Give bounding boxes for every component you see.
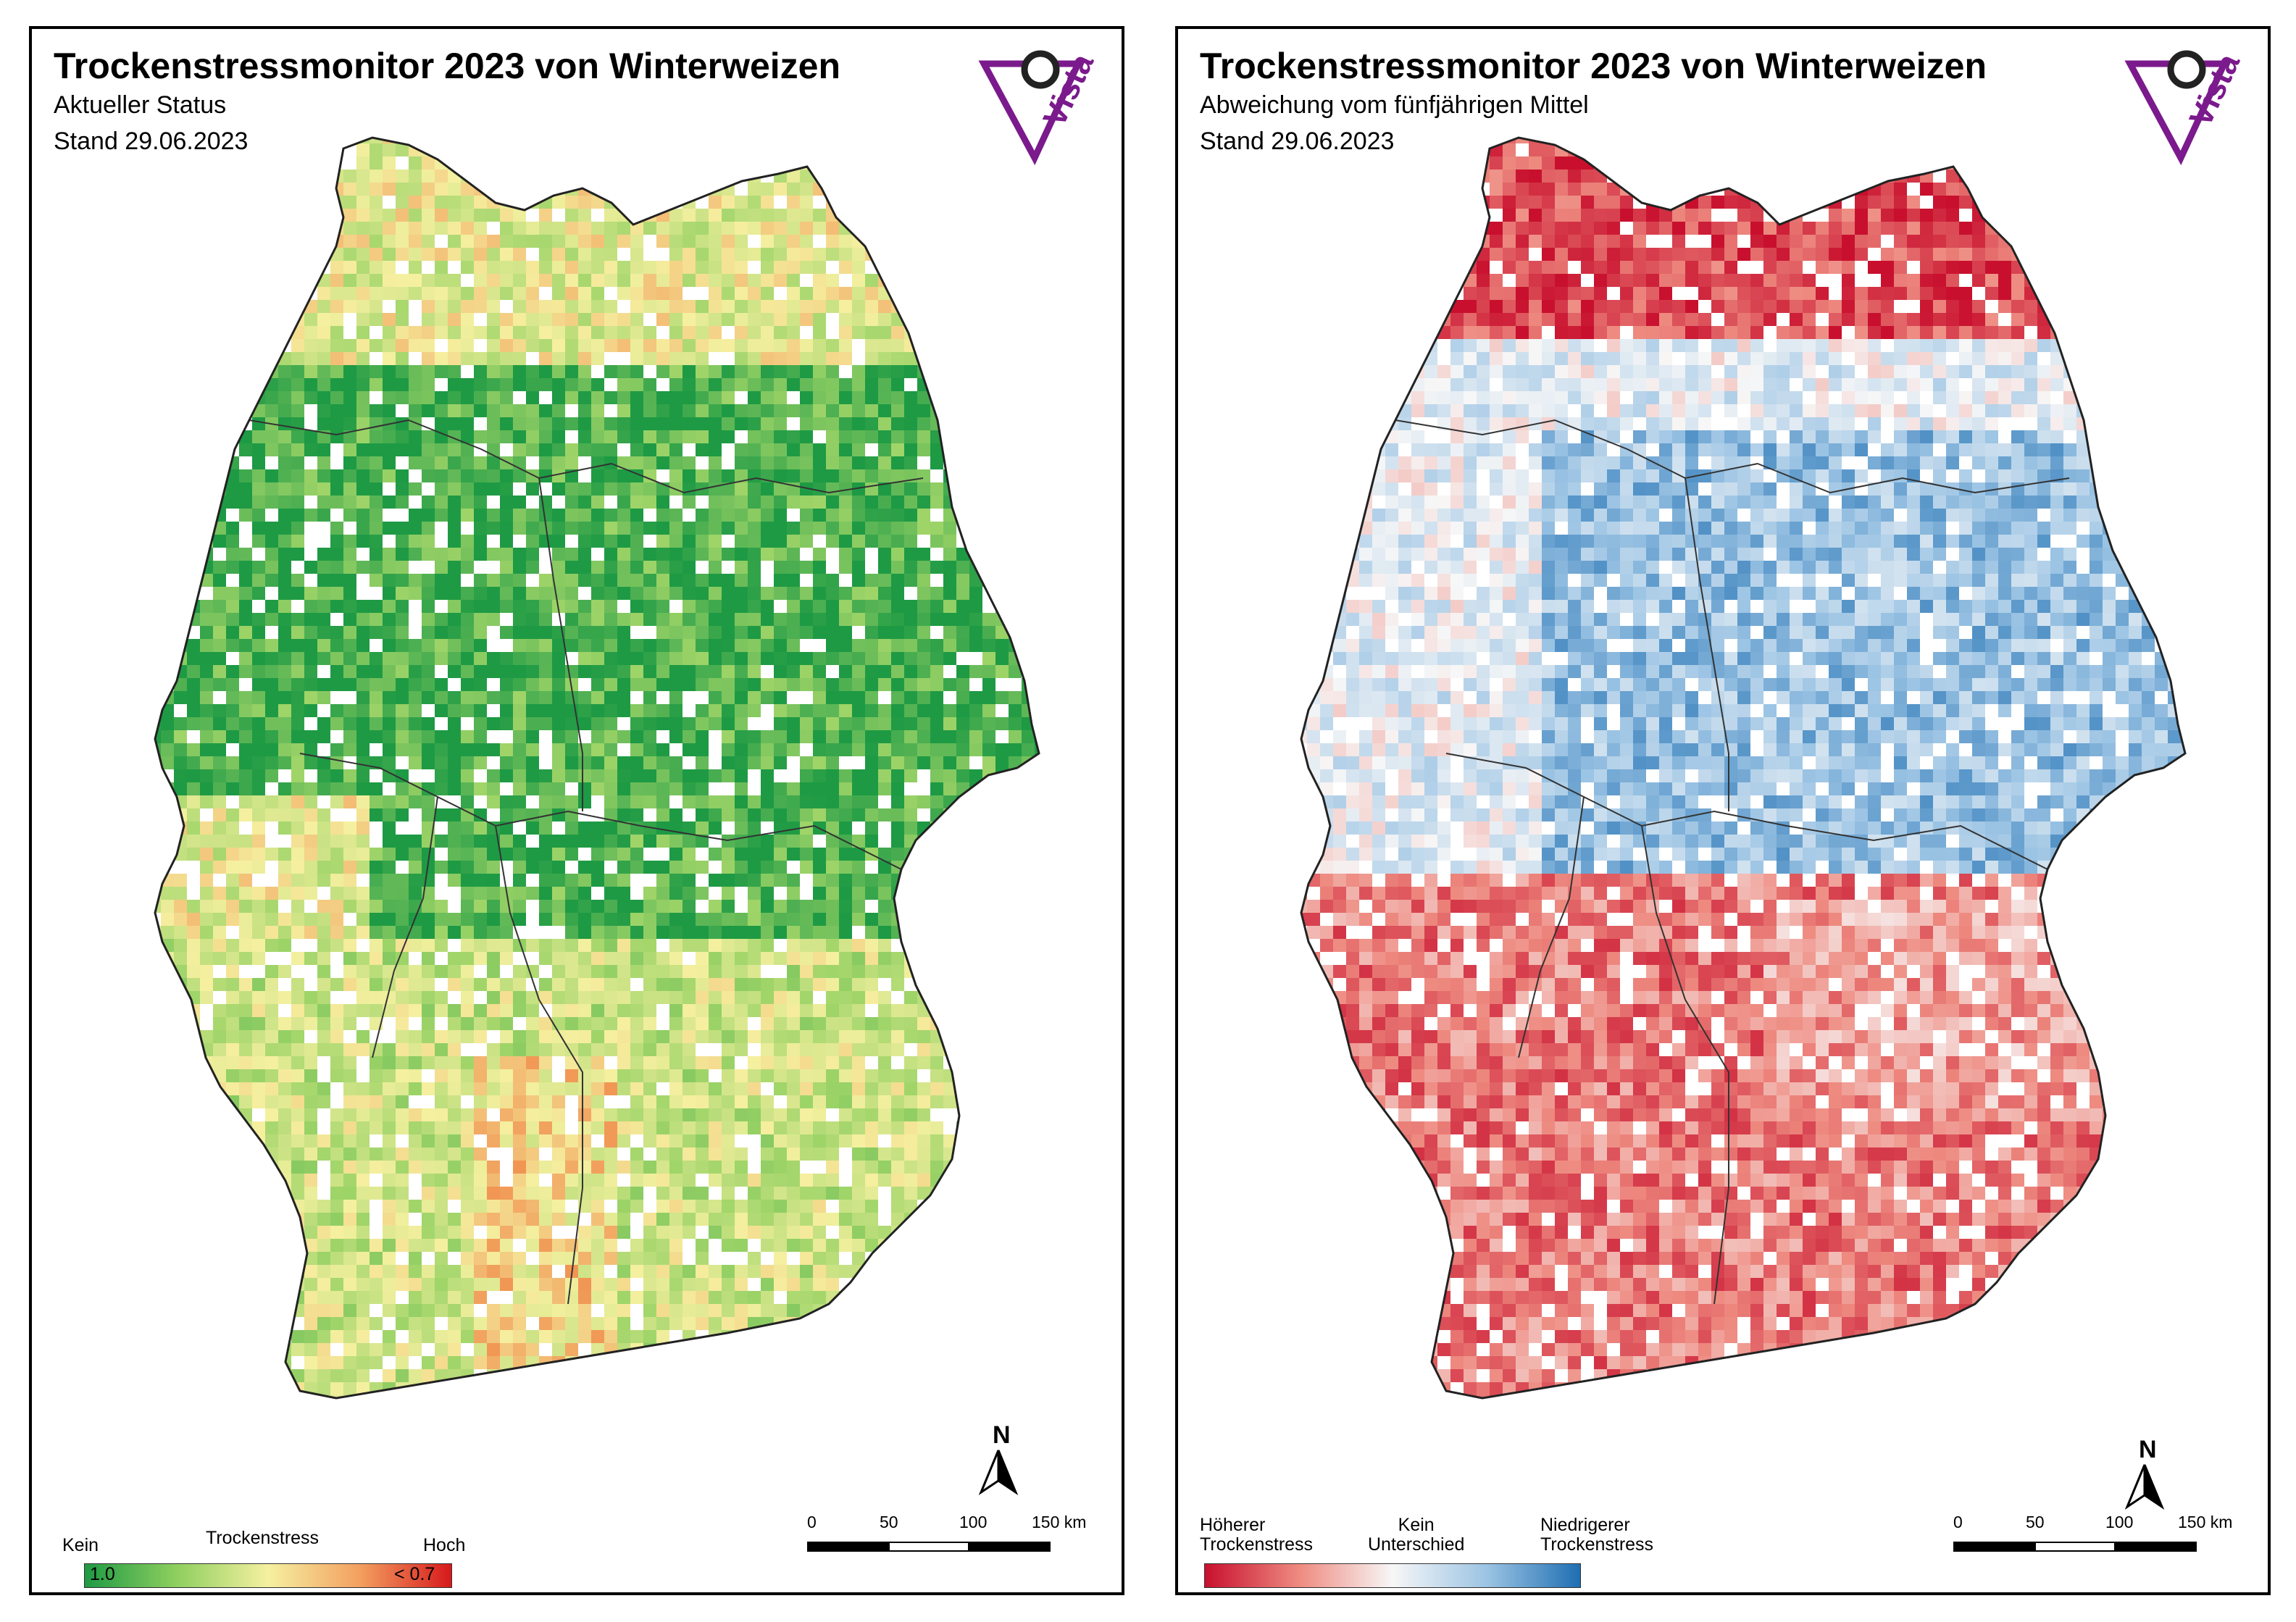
vista-logo-icon: Vista bbox=[978, 48, 1100, 165]
scale-tick-100: 100 bbox=[2105, 1513, 2134, 1531]
legend-high-label: Hoch bbox=[423, 1535, 466, 1555]
legend-title: Trockenstress bbox=[206, 1528, 320, 1548]
map-subtitle: Aktueller Status bbox=[54, 91, 227, 119]
raster-cells bbox=[1301, 138, 2185, 1398]
state-border bbox=[1445, 753, 1787, 827]
state-border bbox=[249, 419, 612, 480]
legend-color-bar bbox=[1204, 1563, 1581, 1588]
scale-tick-100: 100 bbox=[959, 1513, 988, 1531]
legend-higher-stress-label: Höherer Trockenstress bbox=[1200, 1515, 1314, 1555]
map-title: Trockenstressmonitor 2023 von Winterweiz… bbox=[1200, 46, 1987, 86]
legend-low-label: Kein bbox=[62, 1535, 99, 1555]
germany-outline bbox=[154, 136, 1040, 1400]
legend-max-value: < 0.7 bbox=[394, 1564, 435, 1584]
state-border bbox=[1685, 477, 1729, 811]
state-border bbox=[495, 825, 583, 1305]
legend-lower-stress-label: Niedrigerer Trockenstress bbox=[1540, 1515, 1654, 1555]
state-border bbox=[538, 477, 583, 811]
raster-cells bbox=[155, 138, 1039, 1398]
legend-color-bar bbox=[84, 1563, 452, 1588]
scale-tick-0: 0 bbox=[807, 1513, 817, 1531]
scale-bar: 0 50 100 150 km bbox=[807, 1511, 1111, 1569]
vista-logo-icon: Vista bbox=[2124, 48, 2246, 165]
map-subtitle: Abweichung vom fünfjährigen Mittel bbox=[1200, 91, 1589, 119]
legend-min-value: 1.0 bbox=[90, 1564, 115, 1584]
state-border bbox=[372, 796, 438, 1058]
scale-tick-0: 0 bbox=[1953, 1513, 1963, 1531]
legend-no-difference-label: Kein Unterschied bbox=[1368, 1515, 1465, 1555]
scale-tick-50: 50 bbox=[2026, 1513, 2045, 1531]
scale-tick-150: 150 km bbox=[2178, 1513, 2233, 1531]
map-title: Trockenstressmonitor 2023 von Winterweiz… bbox=[54, 46, 841, 86]
state-border bbox=[299, 753, 641, 827]
scale-bar: 0 50 100 150 km bbox=[1953, 1511, 2258, 1569]
state-border bbox=[640, 824, 902, 870]
germany-stress-map bbox=[154, 136, 1040, 1400]
map-panel-current-status: Trockenstressmonitor 2023 von Winterweiz… bbox=[29, 26, 1124, 1595]
germany-deviation-map bbox=[1300, 136, 2187, 1400]
map-date: Stand 29.06.2023 bbox=[54, 127, 249, 155]
germany-outline bbox=[1300, 136, 2187, 1400]
state-border bbox=[1395, 419, 1758, 480]
state-border bbox=[1786, 824, 2048, 870]
state-border bbox=[1641, 825, 1729, 1305]
north-arrow-icon: N bbox=[978, 1421, 1019, 1495]
map-panel-deviation: Trockenstressmonitor 2023 von Winterweiz… bbox=[1175, 26, 2271, 1595]
map-date: Stand 29.06.2023 bbox=[1200, 127, 1395, 155]
scale-tick-150: 150 km bbox=[1032, 1513, 1087, 1531]
north-arrow-icon: N bbox=[2124, 1436, 2165, 1510]
state-border bbox=[1518, 796, 1585, 1058]
state-border bbox=[611, 463, 924, 494]
state-border bbox=[1757, 463, 2070, 494]
scale-tick-50: 50 bbox=[880, 1513, 898, 1531]
